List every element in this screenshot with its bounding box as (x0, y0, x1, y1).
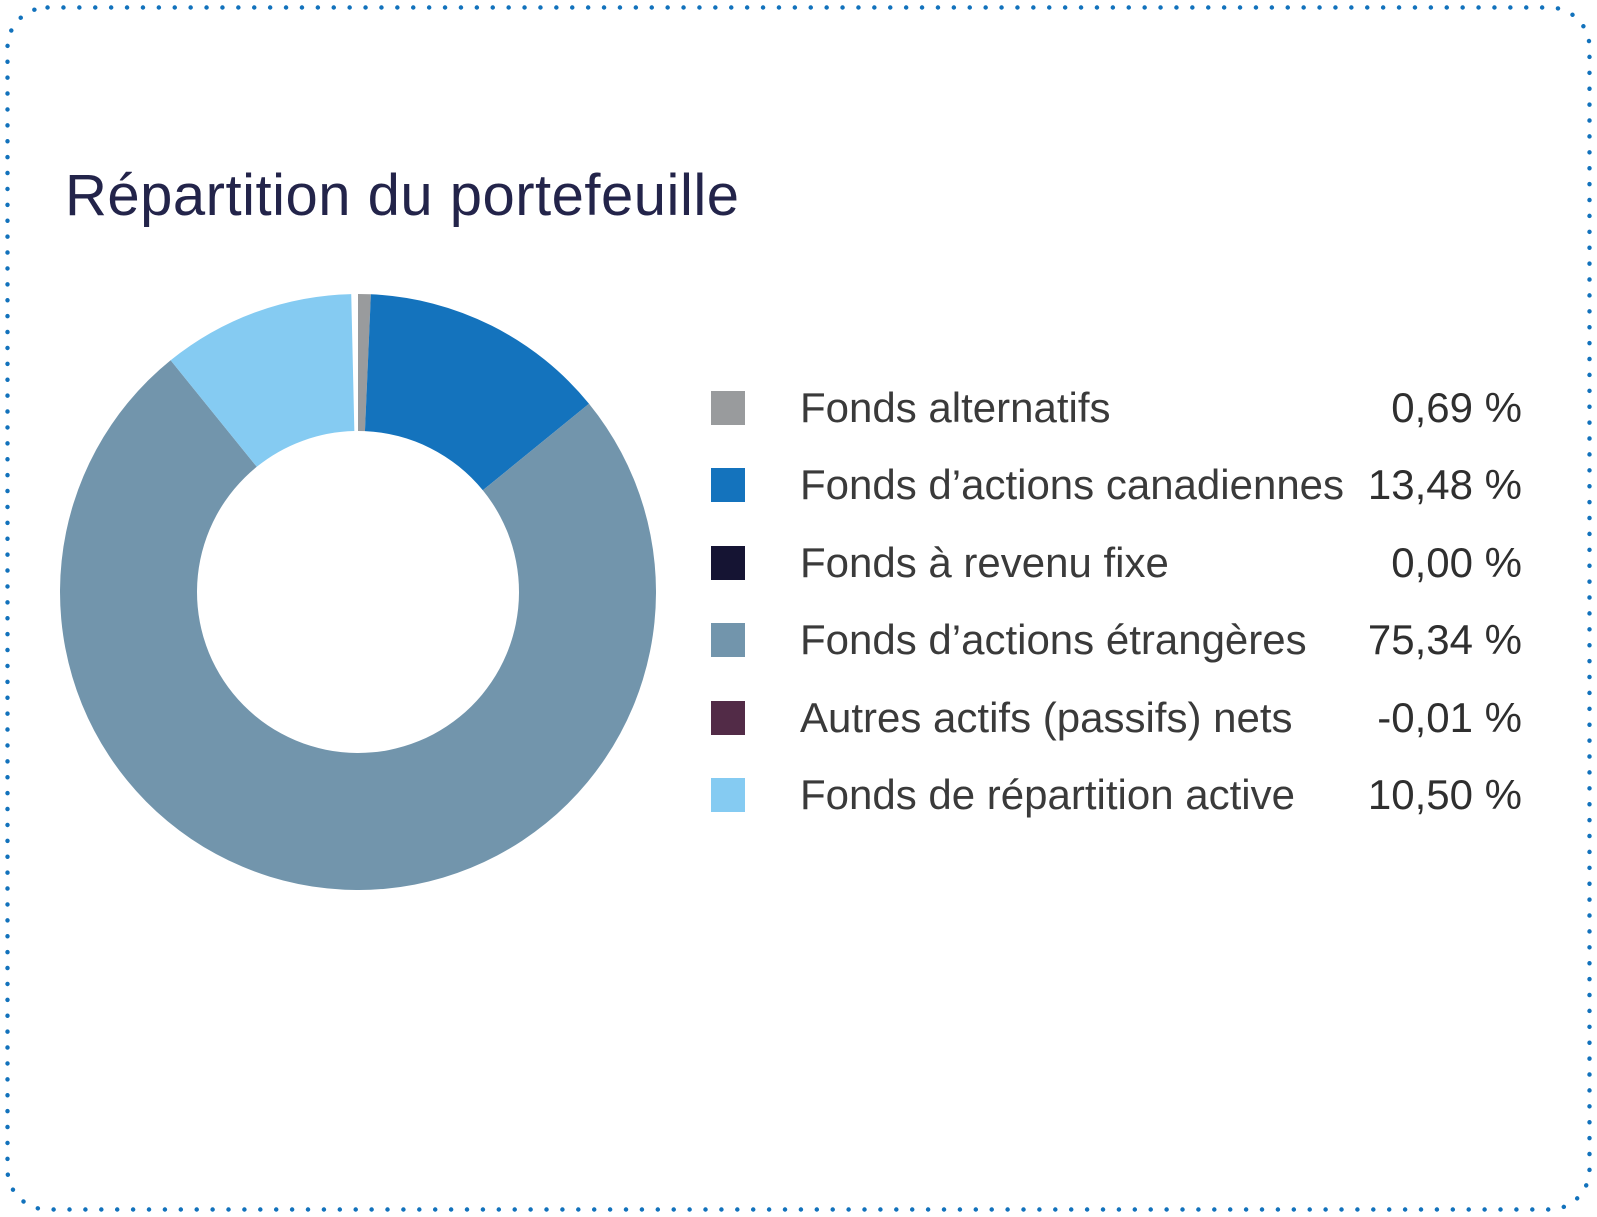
legend-item: Autres actifs (passifs) nets -0,01 % (700, 679, 1522, 757)
legend-value: 0,00 % (1391, 538, 1522, 586)
donut-slice (60, 360, 657, 891)
legend-item: Fonds d’actions canadiennes 13,48 % (700, 447, 1522, 525)
donut-slice (364, 294, 590, 491)
legend-label: Fonds d’actions étrangères (800, 616, 1307, 664)
legend-label: Fonds alternatifs (800, 383, 1111, 431)
legend-swatch-slate (711, 623, 745, 658)
legend-value: 0,69 % (1391, 383, 1522, 431)
legend-value: 13,48 % (1367, 461, 1522, 509)
legend-value: -0,01 % (1377, 693, 1522, 741)
legend-item: Fonds de répartition active 10,50 % (700, 757, 1522, 835)
donut-slice (170, 294, 355, 467)
legend-value: 10,50 % (1367, 771, 1522, 819)
donut-slice (358, 294, 371, 432)
legend-label: Fonds de répartition active (800, 771, 1295, 819)
donut-chart (60, 294, 657, 891)
legend-swatch-blue (711, 468, 745, 503)
legend-value: 75,34 % (1367, 616, 1522, 664)
chart-legend: Fonds alternatifs 0,69 % Fonds d’actions… (700, 369, 1522, 834)
legend-label: Autres actifs (passifs) nets (800, 693, 1293, 741)
legend-item: Fonds d’actions étrangères 75,34 % (700, 602, 1522, 680)
legend-label: Fonds d’actions canadiennes (800, 461, 1345, 509)
legend-item: Fonds alternatifs 0,69 % (700, 369, 1522, 447)
legend-swatch-gray (711, 390, 745, 425)
legend-swatch-navy (711, 545, 745, 580)
legend-swatch-plum (711, 700, 745, 735)
donut-chart-svg (60, 294, 657, 891)
legend-item: Fonds à revenu fixe 0,00 % (700, 524, 1522, 602)
legend-swatch-lightblue (711, 778, 745, 813)
page-title: Répartition du portefeuille (65, 162, 740, 228)
legend-label: Fonds à revenu fixe (800, 538, 1169, 586)
